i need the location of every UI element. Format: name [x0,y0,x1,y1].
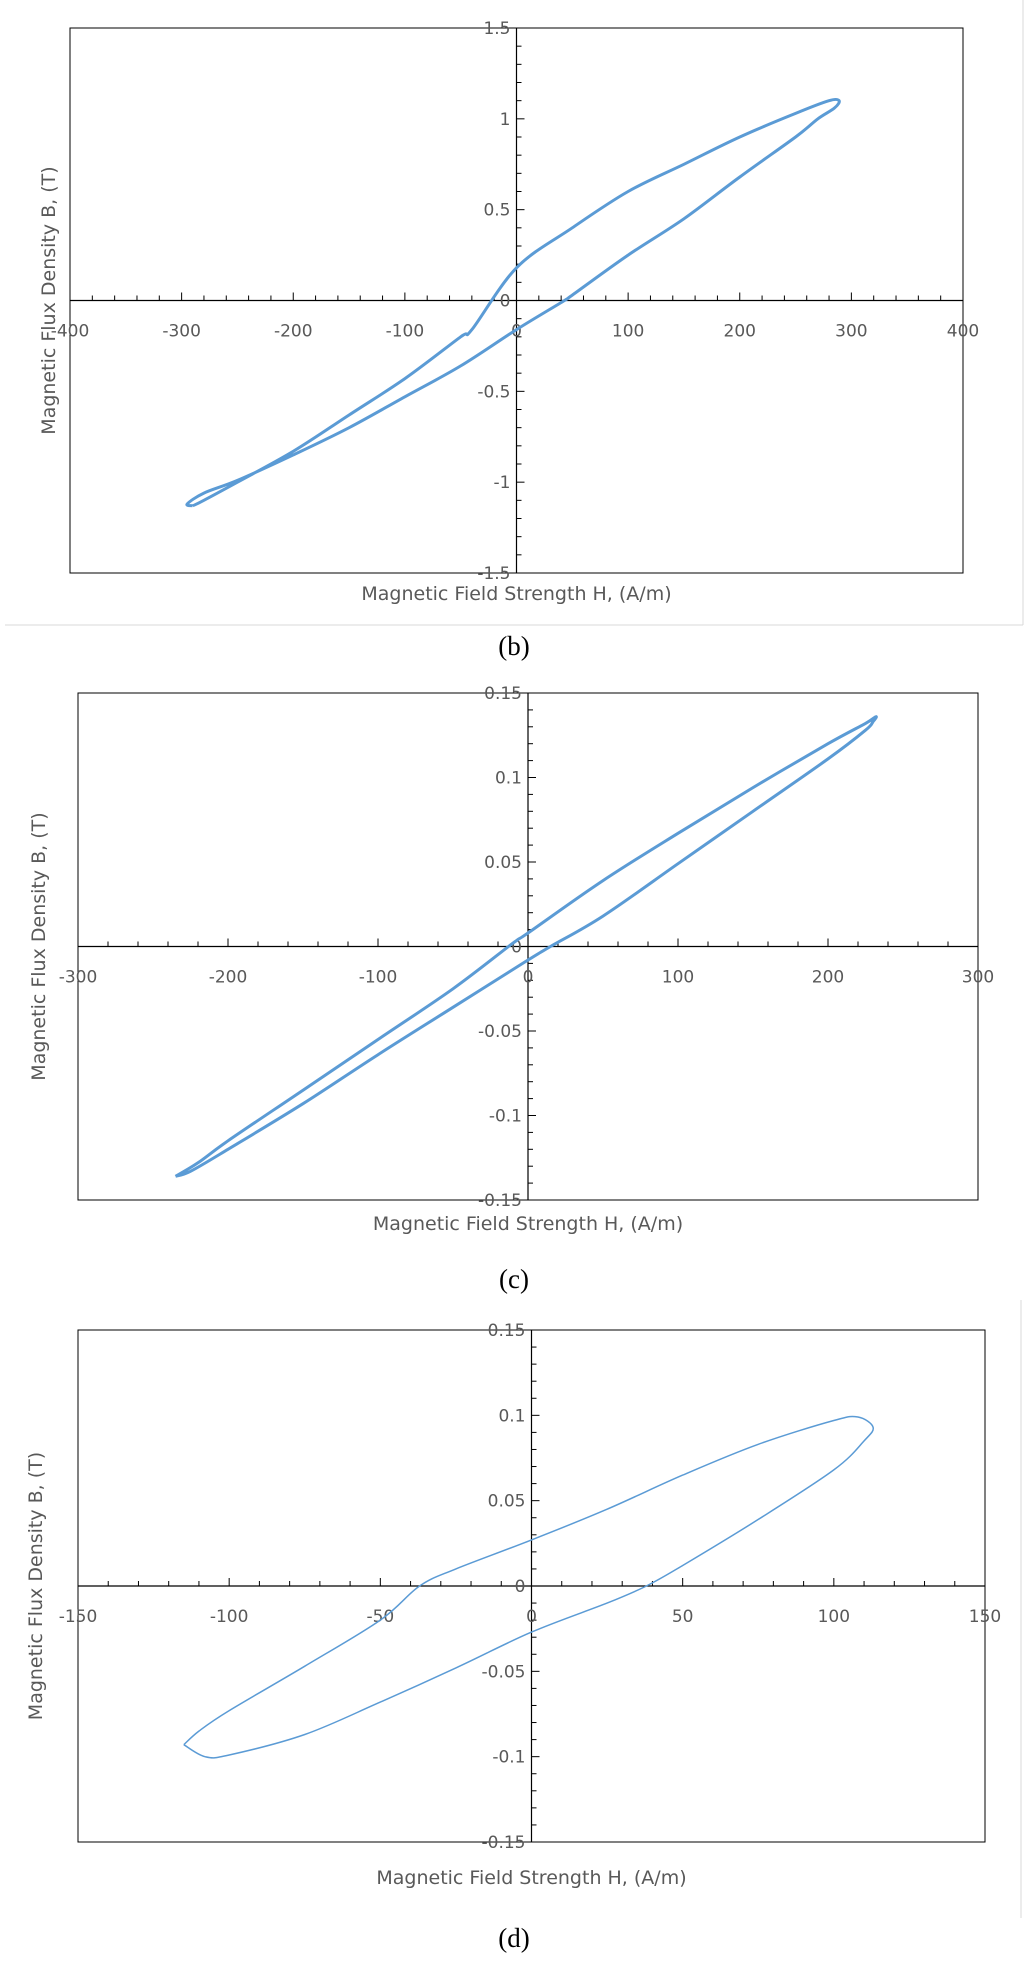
panel-c-caption: (c) [499,1264,529,1294]
panel-d-x-tick-label: -150 [59,1607,98,1627]
panel-b-x-tick-label: 0 [511,322,522,342]
panel-d-hysteresis-curve [183,1415,875,1759]
panel-b-x-tick-label: 200 [724,322,756,342]
panel-c-x-tick-label: 100 [662,968,694,988]
panel-c-x-tick-label: -100 [359,968,398,988]
panel-d-x-tick-label: -100 [210,1607,249,1627]
panel-c-y-tick-label: 0 [511,938,522,958]
panel-d-x-tick-label: 0 [526,1607,537,1627]
panel-b-y-axis-title: Magnetic Flux Density B, (T) [38,166,60,434]
panel-c-hysteresis-curve [174,715,878,1178]
panel-b-y-tick-label: -1.5 [477,564,510,584]
panel-c-y-tick-label: -0.15 [478,1191,522,1211]
panel-b-x-tick-label: -300 [162,322,201,342]
panel-d-y-tick-label: 0.15 [488,1321,526,1341]
panel-b-y-tick-label: 0 [500,292,511,312]
panel-d-x-tick-label: 150 [969,1607,1001,1627]
panel-b-y-tick-label: 1.5 [483,19,510,39]
panel-c-y-tick-label: 0.05 [484,853,522,873]
panel-b-x-axis-title: Magnetic Field Strength H, (A/m) [361,583,671,605]
panel-c-chart: -300 -200 -100 0 100 200 300 -0.15 -0.1 -0.05 0 0.0… [28,684,994,1294]
panel-d-y-tick-label: 0.05 [488,1492,526,1512]
panel-d-x-tick-label: -50 [366,1607,394,1627]
panel-d-chart: -150 -100 -50 0 50 100 150 -0.15 -0.1 -0.05 0 0.05 0… [25,1321,1001,1953]
panel-c-y-tick-label: -0.05 [478,1022,522,1042]
panel-d-caption: (d) [498,1923,529,1953]
panel-d-y-tick-label: -0.05 [482,1662,526,1682]
panel-b-x-tick-label: 400 [947,322,979,342]
panel-b-chart: -400 -300 -200 -100 0 100 200 300 400 -1.5 -1 -0.5 0… [38,19,979,661]
panel-b-y-tick-label: -0.5 [477,382,510,402]
panel-d-y-axis-title: Magnetic Flux Density B, (T) [25,1452,47,1720]
panel-b-caption: (b) [498,631,529,661]
panel-c-x-tick-label: 200 [812,968,844,988]
panel-d-x-tick-label: 100 [818,1607,850,1627]
panel-c-y-tick-label: 0.1 [495,769,522,789]
panel-c-y-tick-label: -0.1 [489,1107,522,1127]
panel-d-y-tick-label: 0 [515,1577,526,1597]
panel-b-x-tick-label: -200 [274,322,313,342]
panel-b-y-tick-label: 1 [500,110,511,130]
panel-d-x-axis-title: Magnetic Field Strength H, (A/m) [376,1867,686,1889]
panel-c-x-tick-label: -200 [209,968,248,988]
panel-c-x-tick-label: -300 [59,968,98,988]
panel-b-y-tick-label: -1 [494,473,511,493]
panel-b-x-tick-label: 100 [612,322,644,342]
panel-b-hysteresis-curve [185,97,841,508]
panel-c-y-axis-title: Magnetic Flux Density B, (T) [28,812,50,1080]
panel-b-x-tick-label: -400 [51,322,90,342]
panel-d-y-tick-label: 0.1 [498,1406,525,1426]
panel-d-y-tick-label: -0.1 [492,1748,525,1768]
panel-c-x-tick-label: 0 [523,968,534,988]
panel-d-x-tick-label: 50 [672,1607,694,1627]
panel-b-x-tick-label: -100 [386,322,425,342]
panel-b-y-tick-label: 0.5 [483,201,510,221]
panel-c-x-tick-label: 300 [962,968,994,988]
panel-c-y-tick-label: 0.15 [484,684,522,704]
panel-b-x-tick-label: 300 [835,322,867,342]
panel-d-y-tick-label: -0.15 [482,1833,526,1853]
panel-c-x-axis-title: Magnetic Field Strength H, (A/m) [373,1213,683,1235]
